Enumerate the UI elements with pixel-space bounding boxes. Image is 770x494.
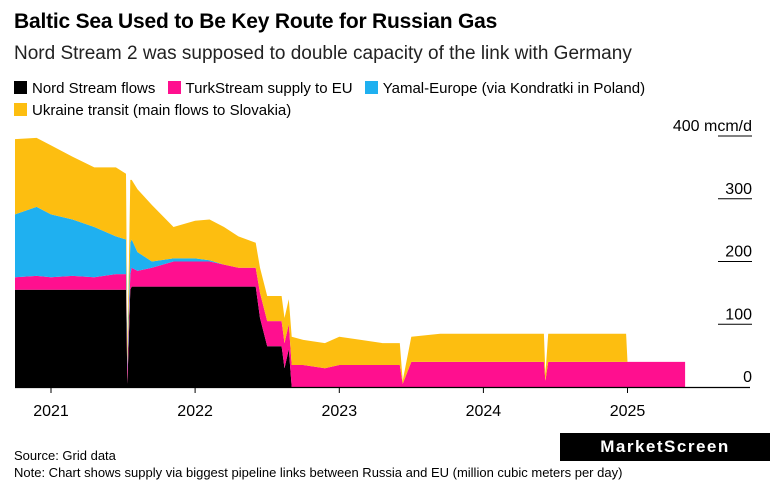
legend-item-yamal: Yamal-Europe (via Kondratki in Poland) [364, 78, 646, 100]
legend-swatch-nord-stream [14, 81, 27, 94]
legend-item-turkstream: TurkStream supply to EU [167, 78, 353, 100]
legend-swatch-ukraine [14, 103, 27, 116]
legend-item-nord-stream: Nord Stream flows [14, 78, 155, 100]
legend-label-turkstream: TurkStream supply to EU [185, 80, 353, 97]
y-tick-label-0: 0 [743, 369, 752, 386]
chart-title: Baltic Sea Used to Be Key Route for Russ… [14, 10, 498, 33]
x-tick-label-2023: 2023 [322, 403, 358, 420]
legend-swatch-yamal [364, 81, 378, 94]
marketscreen-logo: MarketScreen [560, 433, 770, 461]
legend-label-nord-stream: Nord Stream flows [32, 80, 156, 97]
y-tick-label-200: 200 [725, 244, 752, 261]
y-tick-label-300: 300 [725, 181, 752, 198]
y-tick-label-400: 400 mcm/d [673, 120, 752, 135]
x-tick-label-2025: 2025 [610, 403, 646, 420]
stacked-area-chart: 0 100 200 300 400 mcm/d 2021 2022 2023 2024 2025 [15, 120, 752, 420]
x-tick-label-2021: 2021 [33, 403, 69, 420]
y-tick-label-100: 100 [725, 306, 752, 323]
x-tick-label-2022: 2022 [177, 403, 213, 420]
legend-label-ukraine: Ukraine transit (main flows to Slovakia) [32, 102, 292, 119]
note-text: Note: Chart shows supply via biggest pip… [14, 465, 623, 480]
series-layer [15, 137, 686, 387]
legend-swatch-turkstream [167, 81, 181, 94]
chart-legend: Nord Stream flows TurkStream supply to E… [14, 78, 759, 122]
area-series-yamal-europe-via-kondratki-in-poland [15, 206, 686, 384]
area-series-ukraine-transit-main-flows-to-slovakia [15, 137, 686, 384]
x-tick-label-2024: 2024 [466, 403, 502, 420]
source-text: Source: Grid data [14, 448, 116, 463]
chart-subtitle: Nord Stream 2 was supposed to double cap… [14, 43, 632, 64]
area-series-turkstream-supply-to-eu [15, 261, 686, 387]
legend-label-yamal: Yamal-Europe (via Kondratki in Poland) [382, 80, 646, 97]
area-series-nord-stream-flows [15, 286, 686, 387]
legend-item-ukraine: Ukraine transit (main flows to Slovakia) [14, 100, 291, 122]
